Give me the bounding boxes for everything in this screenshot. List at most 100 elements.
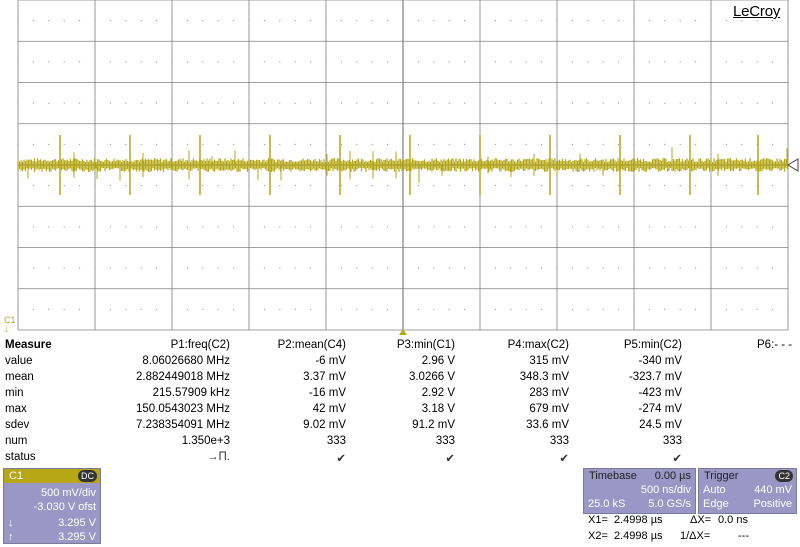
- channel-ground-marker[interactable]: C1 ↓: [4, 315, 16, 334]
- grid-dot: [340, 226, 342, 228]
- grid-dot: [356, 102, 358, 104]
- grid-dot: [464, 102, 466, 104]
- cursor-up-icon: ↑: [8, 531, 14, 543]
- grid-dot: [371, 143, 373, 145]
- grid-dot: [279, 20, 281, 22]
- param-p2-header[interactable]: P2:mean(C4): [277, 339, 346, 351]
- grid-dot: [433, 267, 435, 269]
- grid-dot: [171, 102, 173, 104]
- grid-dot: [63, 20, 65, 22]
- timebase-title[interactable]: Timebase 0.00 µs: [584, 469, 695, 483]
- grid-dot: [541, 185, 543, 187]
- grid-dot: [494, 308, 496, 310]
- trigger-title[interactable]: Trigger C2: [699, 469, 796, 483]
- channel-c1-title[interactable]: C1 DC: [4, 469, 100, 483]
- inv-dx-value: ---: [738, 530, 749, 542]
- grid-dot: [402, 226, 404, 228]
- grid-dot: [125, 102, 127, 104]
- grid-dot: [48, 226, 50, 228]
- grid-dot: [294, 226, 296, 228]
- cell: 33.6 mV: [526, 419, 569, 431]
- grid-dot: [387, 267, 389, 269]
- param-p5-header[interactable]: P5:min(C2): [623, 339, 682, 351]
- param-p4-header[interactable]: P4:max(C2): [507, 339, 569, 351]
- measure-header-row: Measure P1:freq(C2) P2:mean(C4) P3:min(C…: [0, 339, 800, 355]
- grid-dot: [448, 102, 450, 104]
- grid-dot: [571, 308, 573, 310]
- grid-dot: [371, 308, 373, 310]
- grid-dot: [17, 102, 19, 104]
- grid-dot: [340, 143, 342, 145]
- grid-dot: [479, 61, 481, 63]
- grid-dot: [787, 61, 789, 63]
- row-label: num: [5, 435, 28, 447]
- grid-dot: [186, 185, 188, 187]
- param-p6-header[interactable]: P6:- - -: [757, 339, 793, 351]
- grid-dot: [325, 267, 327, 269]
- grid-dot: [756, 102, 758, 104]
- grid-dot: [494, 185, 496, 187]
- grid-dot: [618, 102, 620, 104]
- grid-dot: [233, 267, 235, 269]
- row-label: value: [5, 355, 33, 367]
- trigger-level: 440 mV: [754, 484, 792, 496]
- cursor-x2-row: X2= 2.4998 µs 1/ΔX= ---: [588, 530, 798, 546]
- grid-dot: [494, 226, 496, 228]
- grid-dot: [371, 20, 373, 22]
- channel-offset: -3.030 V ofst: [33, 501, 96, 513]
- grid-dot: [356, 226, 358, 228]
- volts-per-div: 500 mV/div: [40, 487, 96, 499]
- grid-dot: [725, 20, 727, 22]
- grid-dot: [710, 185, 712, 187]
- timebase-delay: 0.00 µs: [654, 470, 691, 482]
- grid-dot: [541, 226, 543, 228]
- timebase-panel[interactable]: Timebase 0.00 µs 500 ns/div 25.0 kS 5.0 …: [583, 468, 696, 514]
- cell: 42 mV: [312, 403, 346, 415]
- grid-dot: [79, 267, 81, 269]
- grid-dot: [602, 102, 604, 104]
- channel-c1-panel[interactable]: C1 DC 500 mV/div -3.030 V ofst ↓ 3.295 V…: [3, 468, 101, 544]
- grid-dot: [202, 308, 204, 310]
- grid-dot: [556, 102, 558, 104]
- x2-value: 2.4998 µs: [614, 530, 663, 542]
- grid-dot: [356, 20, 358, 22]
- grid-dot: [710, 226, 712, 228]
- grid-dot: [587, 143, 589, 145]
- grid-dot: [217, 267, 219, 269]
- grid-dot: [433, 61, 435, 63]
- cell: -16 mV: [308, 387, 346, 399]
- grid-dot: [387, 102, 389, 104]
- grid-dot: [63, 308, 65, 310]
- grid-dot: [525, 226, 527, 228]
- trigger-panel[interactable]: Trigger C2 Auto 440 mV Edge Positive: [698, 468, 797, 514]
- cell: -323.7 mV: [628, 371, 682, 383]
- grid-dot: [479, 267, 481, 269]
- cell: 7.238354091 MHz: [136, 419, 230, 431]
- grid-dot: [94, 226, 96, 228]
- grid-dot: [356, 143, 358, 145]
- grid-dot: [387, 61, 389, 63]
- grid-dot: [156, 226, 158, 228]
- grid-dot: [602, 267, 604, 269]
- tdiv-row: 500 ns/div: [584, 483, 695, 497]
- grid-dot: [602, 61, 604, 63]
- grid-dot: [417, 143, 419, 145]
- param-p1-header[interactable]: P1:freq(C2): [170, 339, 230, 351]
- grid-dot: [510, 267, 512, 269]
- grid-dot: [263, 61, 265, 63]
- grid-dot: [156, 20, 158, 22]
- grid-dot: [494, 267, 496, 269]
- cell: -274 mV: [638, 403, 682, 415]
- grid-dot: [433, 20, 435, 22]
- grid-dot: [633, 102, 635, 104]
- trigger-type-row: Edge Positive: [699, 497, 796, 511]
- grid-dot: [695, 143, 697, 145]
- cell: 9.02 mV: [303, 419, 346, 431]
- grid-dot: [32, 308, 34, 310]
- waveform-display[interactable]: LeCroy C1 ↓: [0, 0, 800, 335]
- grid-dot: [217, 20, 219, 22]
- grid-dot: [756, 226, 758, 228]
- param-p3-header[interactable]: P3:min(C1): [396, 339, 455, 351]
- x1-label: X1=: [588, 514, 608, 526]
- grid-dot: [633, 308, 635, 310]
